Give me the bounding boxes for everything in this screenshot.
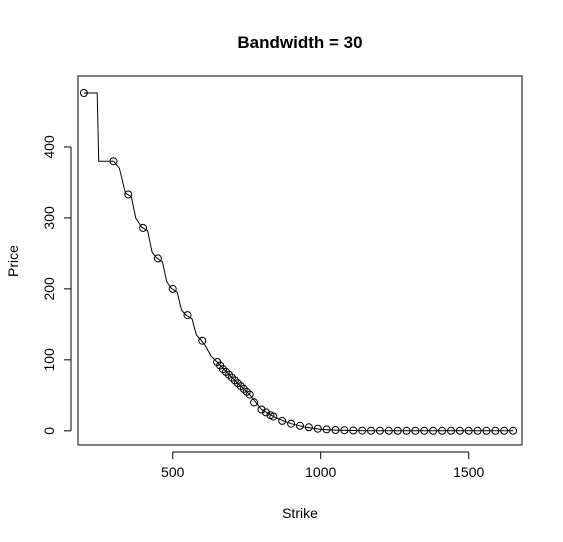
data-point <box>464 426 473 435</box>
data-point <box>313 424 322 433</box>
x-axis: 500 1000 1500 <box>161 451 485 480</box>
data-point <box>331 426 340 434</box>
y-tick-label: 400 <box>41 135 57 159</box>
data-point <box>124 190 133 199</box>
data-point <box>482 426 491 435</box>
data-point <box>358 426 367 435</box>
data-point <box>287 419 296 428</box>
chart-title: Bandwidth = 30 <box>237 33 362 52</box>
x-tick-label: 500 <box>161 464 185 480</box>
x-axis-label: Strike <box>282 505 318 521</box>
y-tick-label: 200 <box>41 277 57 301</box>
data-point <box>429 426 438 435</box>
data-point <box>109 157 118 166</box>
data-point <box>322 425 331 434</box>
y-tick-label: 0 <box>41 427 57 435</box>
data-point <box>491 426 500 435</box>
y-tick-label: 300 <box>41 206 57 230</box>
data-point <box>230 376 239 385</box>
plot-frame <box>77 75 523 446</box>
data-point <box>447 426 455 435</box>
data-point <box>438 426 447 435</box>
data-point <box>393 426 402 435</box>
data-point <box>269 412 278 421</box>
data-point <box>79 89 88 97</box>
data-point <box>239 384 248 393</box>
data-point <box>500 426 509 435</box>
data-point <box>349 426 358 435</box>
data-point <box>340 426 349 435</box>
data-point <box>183 311 192 320</box>
data-point <box>509 426 518 435</box>
data-point <box>411 426 420 435</box>
data-point <box>262 408 270 417</box>
data-point <box>473 426 482 435</box>
data-point <box>250 398 259 407</box>
data-point <box>296 421 304 430</box>
data-point <box>168 284 177 293</box>
data-point <box>455 426 464 435</box>
x-tick-label: 1000 <box>305 464 336 480</box>
data-point <box>139 223 148 232</box>
data-point <box>245 390 254 399</box>
data-point <box>384 426 393 435</box>
data-points <box>79 89 518 435</box>
data-point <box>225 370 233 379</box>
x-tick-label: 1500 <box>453 464 484 480</box>
y-tick-label: 100 <box>41 348 57 372</box>
y-axis: 0 100 200 300 400 <box>41 135 72 435</box>
data-point <box>153 254 162 263</box>
data-point <box>375 426 384 435</box>
data-point <box>198 336 207 345</box>
data-point <box>420 426 429 435</box>
series-line <box>83 92 514 432</box>
data-point <box>278 416 287 425</box>
data-point <box>367 426 375 435</box>
data-point <box>304 423 313 432</box>
y-axis-label: Price <box>5 245 21 277</box>
data-point <box>402 426 411 435</box>
